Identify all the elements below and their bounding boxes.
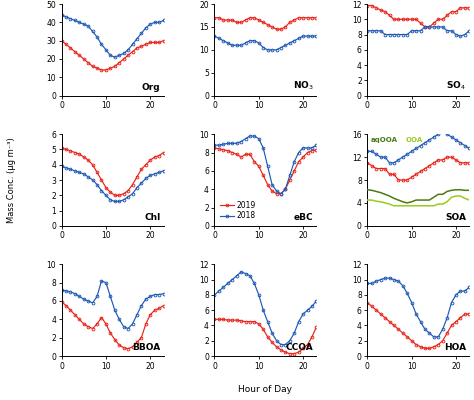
Text: aqOOA: aqOOA — [370, 137, 397, 143]
Text: eBC: eBC — [294, 213, 313, 222]
Text: BBOA: BBOA — [132, 343, 161, 352]
Text: SOA: SOA — [445, 213, 466, 222]
Text: Mass Conc. (µg m⁻³): Mass Conc. (µg m⁻³) — [8, 137, 16, 223]
Text: Chl: Chl — [144, 213, 161, 222]
Text: HOA: HOA — [444, 343, 466, 352]
Text: OOA: OOA — [406, 137, 423, 143]
Text: Hour of Day: Hour of Day — [238, 385, 292, 394]
Text: NO$_3$: NO$_3$ — [292, 80, 313, 92]
Legend: 2019, 2018: 2019, 2018 — [219, 200, 257, 222]
Text: CCOA: CCOA — [286, 343, 313, 352]
Text: SO$_4$: SO$_4$ — [447, 80, 466, 92]
Text: Org: Org — [142, 83, 161, 92]
